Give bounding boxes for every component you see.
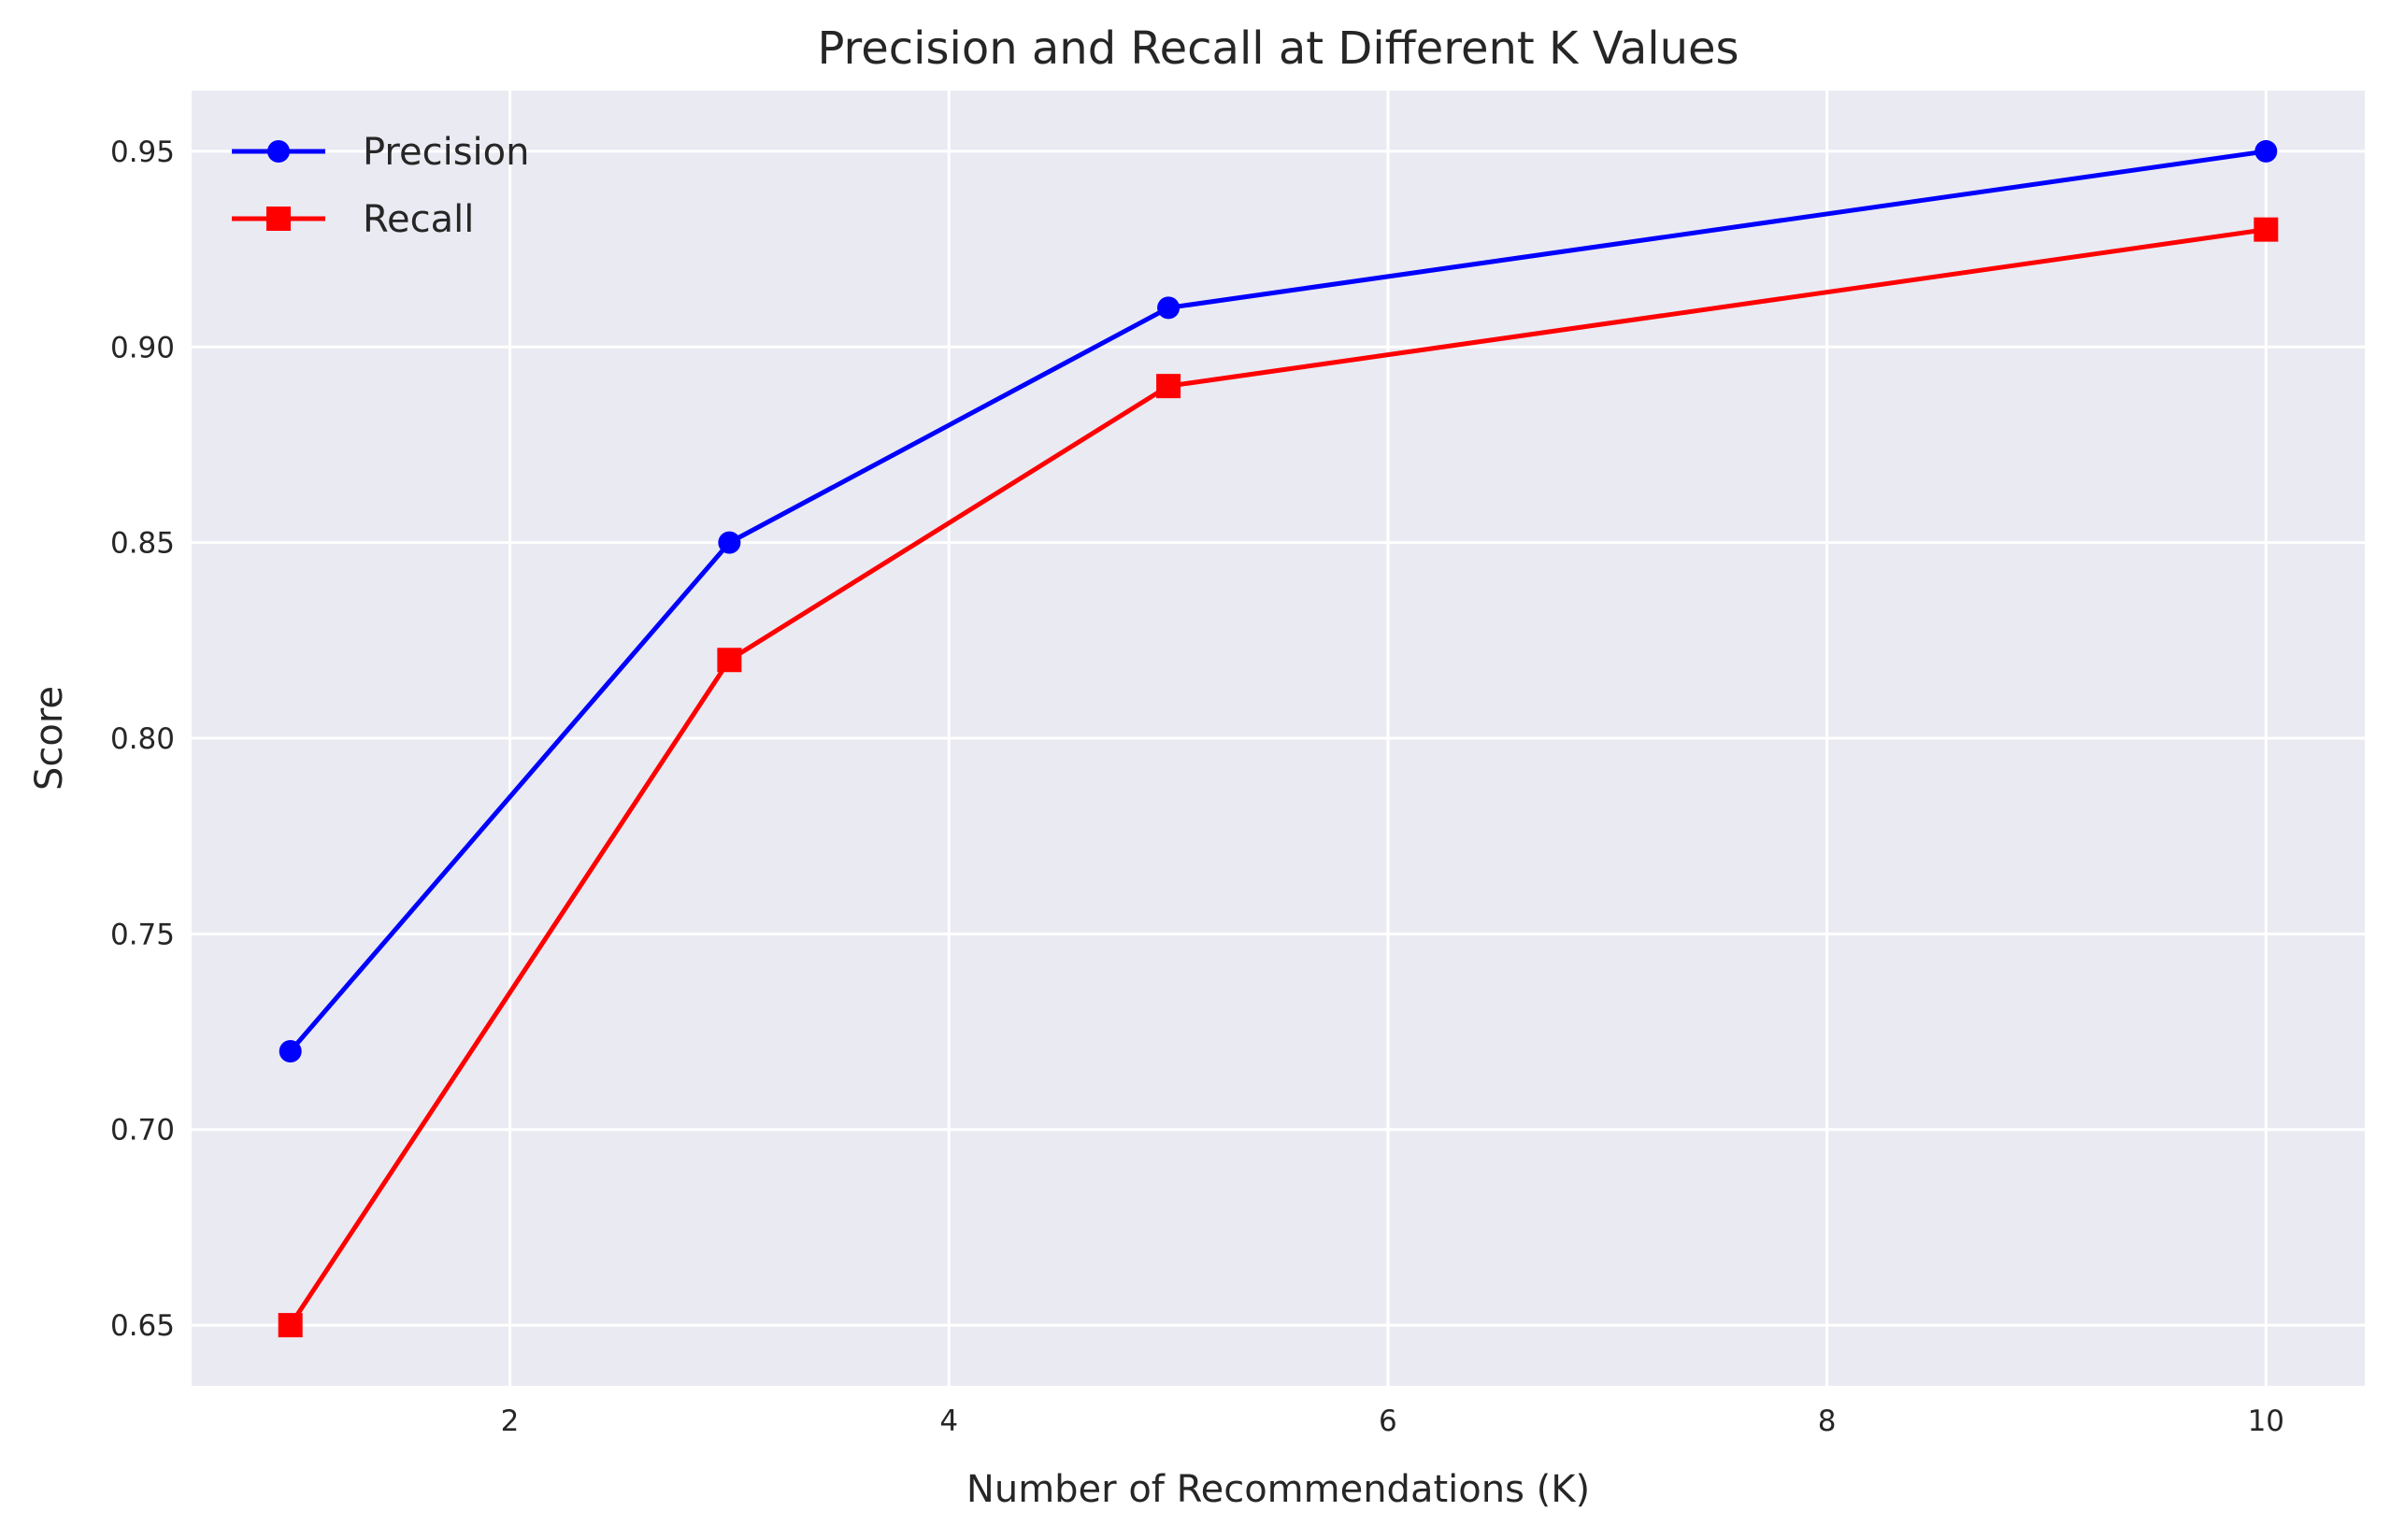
legend-label: Recall: [363, 198, 474, 241]
legend-marker: [266, 207, 291, 231]
x-tick-label: 6: [1379, 1405, 1397, 1438]
series-precision: [279, 139, 2278, 1062]
data-point: [1157, 296, 1181, 320]
series-layer: [278, 139, 2279, 1338]
y-tick-label: 0.75: [110, 918, 175, 951]
grid-lines: [192, 91, 2365, 1386]
legend-marker: [267, 140, 290, 163]
legend-item-precision: Precision: [232, 131, 529, 174]
x-tick-label: 10: [2248, 1405, 2284, 1438]
legend: Precision Recall: [232, 131, 529, 241]
x-tick-label: 4: [939, 1405, 958, 1438]
x-tick-label: 8: [1818, 1405, 1837, 1438]
series-line: [288, 227, 2267, 1327]
legend-item-recall: Recall: [232, 198, 474, 241]
x-tick-label: 2: [501, 1405, 520, 1438]
chart-title: Precision and Recall at Different K Valu…: [817, 22, 1739, 75]
y-tick-label: 0.95: [110, 135, 175, 169]
y-tick-label: 0.65: [110, 1309, 175, 1343]
y-axis-label: Score: [28, 686, 71, 791]
series-recall: [278, 217, 2279, 1338]
series-line: [288, 149, 2267, 1053]
legend-label: Precision: [363, 131, 529, 174]
data-point: [278, 1313, 303, 1338]
data-point: [718, 531, 741, 554]
y-tick-label: 0.70: [110, 1114, 175, 1148]
data-point: [2254, 217, 2279, 242]
data-point: [2254, 139, 2278, 163]
data-point: [717, 648, 742, 673]
y-tick-label: 0.90: [110, 331, 175, 364]
y-tick-label: 0.80: [110, 722, 175, 756]
x-axis-label: Number of Recommendations (K): [966, 1468, 1590, 1511]
tick-labels: 2 4 6 8 10 0.65 0.70 0.75 0.80 0.85 0.90 0.95: [110, 135, 2284, 1438]
y-tick-label: 0.85: [110, 527, 175, 561]
data-point: [1156, 374, 1181, 399]
data-point: [279, 1039, 302, 1062]
